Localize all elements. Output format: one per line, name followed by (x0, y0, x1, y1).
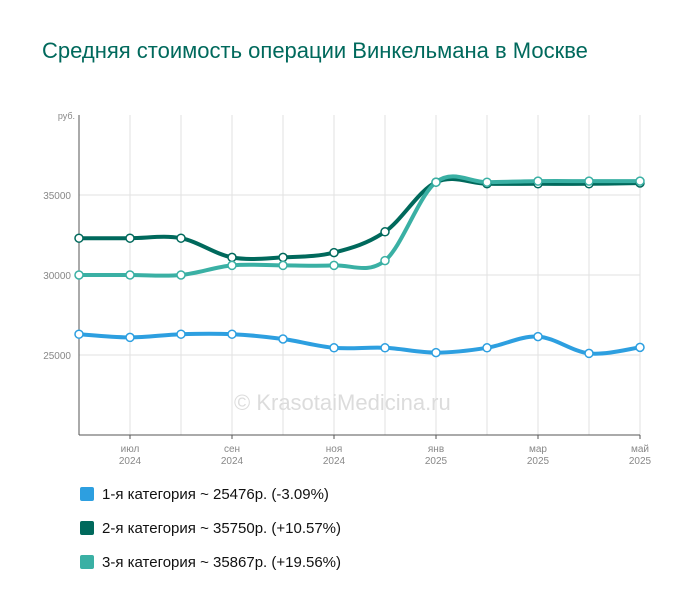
data-point (176, 270, 186, 280)
grid (78, 115, 641, 435)
data-point (278, 334, 288, 344)
data-point (125, 332, 135, 343)
data-point (431, 347, 441, 358)
data-point (533, 331, 543, 342)
data-point (431, 177, 441, 187)
data-point (635, 342, 645, 353)
data-point (74, 233, 84, 243)
x-tick-label-year: 2025 (527, 456, 550, 467)
x-tick-label-year: 2024 (323, 456, 346, 467)
data-point (635, 176, 645, 186)
data-point (584, 176, 594, 186)
x-tick-label-year: 2024 (221, 456, 244, 467)
y-unit-label: руб. (58, 111, 75, 121)
axes: 250003000035000руб.июл2024сен2024ноя2024… (43, 111, 651, 467)
legend-swatch (80, 521, 94, 535)
data-point (533, 176, 543, 186)
data-point (125, 233, 135, 243)
watermark: © KrasotaiMedicina.ru (234, 390, 451, 415)
data-point (482, 177, 492, 187)
x-tick-label-month: сен (224, 444, 240, 455)
data-point (380, 343, 390, 353)
data-point (74, 329, 84, 339)
legend-item[interactable]: 2-я категория ~ 35750р. (+10.57%) (80, 518, 341, 538)
data-point (584, 348, 594, 359)
x-tick-label-year: 2025 (629, 456, 652, 467)
x-tick-label-month: янв (428, 444, 444, 455)
data-point (329, 343, 339, 353)
data-points (74, 176, 645, 359)
chart-title: Средняя стоимость операции Винкельмана в… (42, 38, 588, 63)
data-point (227, 260, 237, 271)
y-tick-label: 25000 (43, 351, 71, 362)
legend-item[interactable]: 3-я категория ~ 35867р. (+19.56%) (80, 552, 341, 572)
series-lines (77, 174, 642, 356)
x-tick-label-month: май (631, 444, 649, 455)
legend-swatch (80, 487, 94, 501)
y-tick-label: 35000 (43, 191, 71, 202)
data-point (329, 260, 339, 271)
legend-label: 1-я категория ~ 25476р. (-3.09%) (102, 485, 329, 503)
data-point (482, 343, 492, 353)
legend-item[interactable]: 1-я категория ~ 25476р. (-3.09%) (80, 484, 341, 504)
legend-label: 3-я категория ~ 35867р. (+19.56%) (102, 553, 342, 571)
data-point (380, 227, 390, 237)
data-point (227, 329, 237, 339)
series-line-2 (77, 177, 642, 262)
x-tick-label-year: 2024 (119, 456, 142, 467)
data-point (278, 260, 288, 271)
data-point (227, 252, 237, 263)
data-point (380, 255, 390, 266)
x-tick-label-month: мар (529, 444, 547, 455)
data-point (278, 252, 288, 263)
legend: 1-я категория ~ 25476р. (-3.09%) 2-я кате… (80, 484, 341, 586)
legend-label: 2-я категория ~ 35750р. (+10.57%) (102, 519, 342, 537)
data-point (176, 233, 186, 243)
data-point (74, 270, 84, 280)
data-point (125, 270, 135, 280)
data-point (176, 329, 186, 339)
series-line-3 (77, 174, 642, 278)
legend-swatch (80, 555, 94, 569)
x-tick-label-year: 2025 (425, 456, 448, 467)
x-tick-label-month: июл (121, 444, 140, 455)
y-tick-label: 30000 (43, 271, 71, 282)
data-point (329, 247, 339, 258)
x-tick-label-month: ноя (326, 444, 343, 455)
series-line-1 (77, 331, 642, 356)
